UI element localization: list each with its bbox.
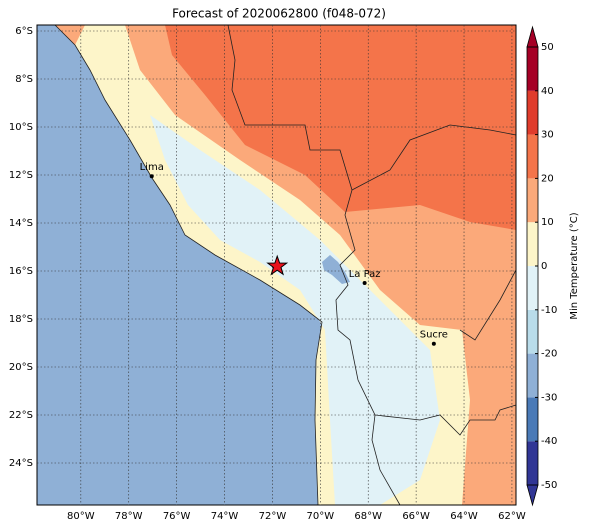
x-tick-label: 72°W — [259, 511, 287, 522]
map-frame — [36, 24, 517, 506]
colorbar-segment — [527, 397, 538, 442]
y-tick-label: 12°S — [9, 170, 33, 181]
x-tick-label: 76°W — [163, 511, 191, 522]
y-tick-label: 20°S — [9, 362, 33, 373]
colorbar-tick-label: 40 — [541, 86, 554, 97]
colorbar-tick-label: 10 — [541, 217, 554, 228]
x-tick-label: 62°W — [498, 511, 526, 522]
colorbar: -50 -40 -30 -20 -10 0 10 20 30 40 50 — [526, 25, 557, 507]
colorbar-tick-label: -20 — [541, 349, 557, 360]
colorbar-tick-label: -40 — [541, 436, 557, 447]
x-tick-label: 64°W — [450, 511, 478, 522]
city-label: Lima — [140, 162, 164, 173]
city-dot — [431, 341, 436, 346]
border — [351, 124, 517, 191]
x-tick-label: 70°W — [307, 511, 335, 522]
x-tick-label: 68°W — [354, 511, 382, 522]
x-tick-label: 78°W — [115, 511, 143, 522]
colorbar-tick-label: -50 — [541, 480, 557, 491]
city-dot — [149, 174, 154, 179]
cool-zone — [150, 115, 440, 505]
colorbar-segment — [527, 222, 538, 266]
colorbar-tick-label: -30 — [541, 392, 557, 403]
lake — [322, 255, 350, 284]
colorbar-tick-label: 30 — [541, 130, 554, 141]
colorbar-segment — [527, 47, 538, 91]
colorbar-tick-label: 0 — [541, 261, 547, 272]
border — [374, 404, 517, 436]
colorbar-tick-label: -10 — [541, 305, 557, 316]
city-label: Sucre — [420, 330, 448, 341]
colorbar-segment — [527, 309, 538, 354]
colorbar-tick-label: 50 — [541, 42, 554, 53]
colorbar-extend — [526, 484, 539, 507]
x-tick-label: 80°W — [67, 511, 95, 522]
colorbar-segment — [527, 134, 538, 179]
colorbar-segment — [527, 266, 538, 310]
colorbar-segment — [527, 441, 538, 485]
warm-zone — [165, 25, 516, 230]
y-tick-label: 14°S — [9, 218, 33, 229]
y-tick-label: 16°S — [9, 266, 33, 277]
x-tick-label: 66°W — [402, 511, 430, 522]
map — [36, 24, 517, 506]
x-tick-label: 74°W — [211, 511, 239, 522]
y-tick-label: 8°S — [15, 74, 33, 85]
y-tick-label: 6°S — [15, 26, 33, 37]
colorbar-label: Min Temperature (°C) — [569, 212, 580, 319]
y-tick-label: 10°S — [9, 122, 33, 133]
title: Forecast of 2020062800 (f048-072) — [172, 7, 386, 21]
colorbar-tick-label: 20 — [541, 173, 554, 184]
location-star — [266, 254, 289, 276]
colorbar-segment — [527, 178, 538, 223]
colorbar-segment — [527, 90, 538, 135]
border — [227, 24, 401, 506]
colorbar-segment — [527, 353, 538, 398]
coastline — [54, 24, 323, 506]
y-tick-label: 24°S — [9, 458, 33, 469]
y-tick-label: 22°S — [9, 410, 33, 421]
colorbar-extend — [526, 25, 539, 48]
city-label: La Paz — [349, 269, 381, 280]
city-dot — [362, 281, 367, 285]
y-tick-label: 18°S — [9, 314, 33, 325]
border — [459, 269, 517, 341]
